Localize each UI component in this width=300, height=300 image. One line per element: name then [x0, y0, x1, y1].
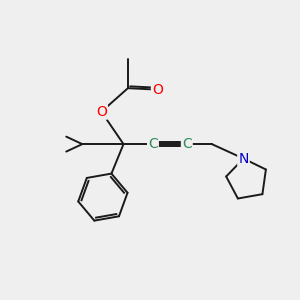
- Text: O: O: [152, 82, 163, 97]
- Text: C: C: [182, 137, 192, 151]
- Text: O: O: [96, 105, 107, 119]
- Text: C: C: [148, 137, 158, 151]
- Text: N: N: [238, 152, 249, 166]
